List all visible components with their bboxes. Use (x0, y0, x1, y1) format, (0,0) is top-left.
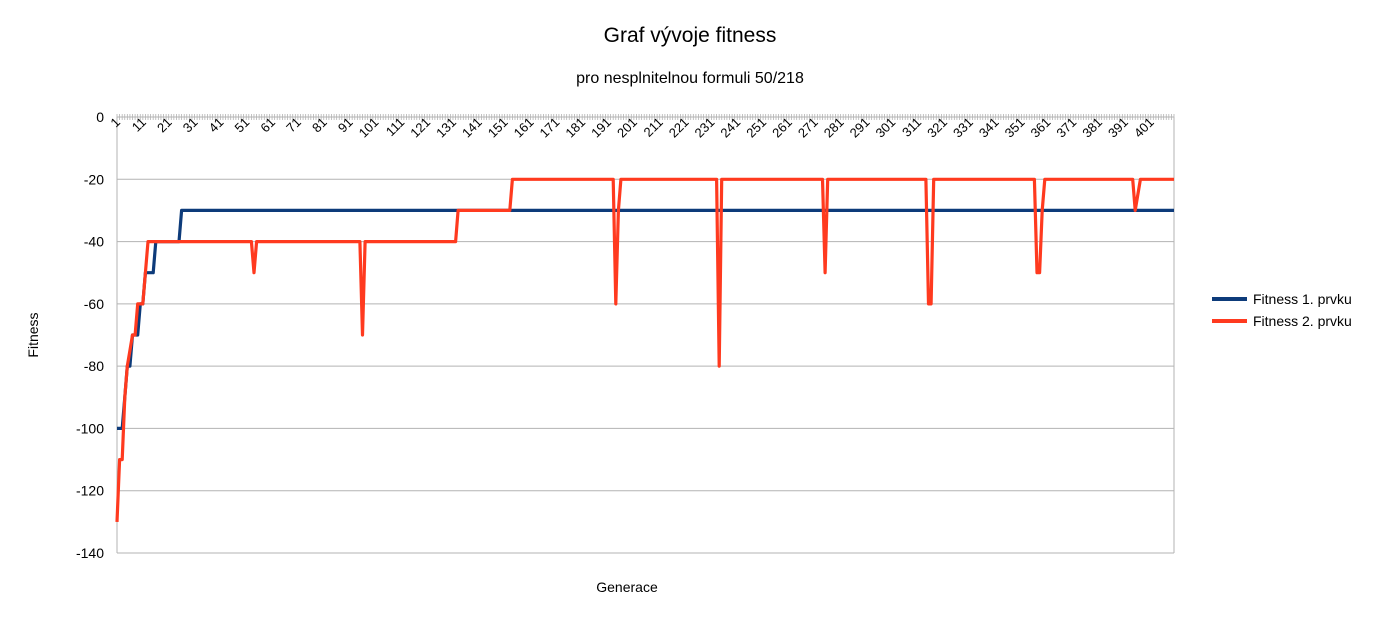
x-tick-label: 91 (335, 115, 356, 136)
series-lines (115, 177, 1174, 522)
y-tick-label: -120 (76, 483, 104, 499)
legend: Fitness 1. prvku Fitness 2. prvku (1212, 288, 1352, 332)
x-tick-label: 61 (257, 115, 278, 136)
x-axis-ticks: 1 11 21 31 41 51 61 71 81 91 101 111 121 131 141 151 161… (107, 114, 1175, 140)
series-line-2 (115, 177, 1174, 522)
gridlines (116, 116, 1175, 554)
y-tick-label: -100 (76, 420, 104, 436)
y-tick-label: -140 (76, 545, 104, 561)
legend-swatch (1212, 319, 1247, 323)
x-tick-label: 81 (309, 115, 330, 136)
x-tick-label: 51 (232, 115, 253, 136)
y-axis-ticks: 0 -20 -40 -60 -80 -100 -120 -140 (76, 109, 104, 561)
x-tick-label: 21 (154, 115, 175, 136)
chart-title: Graf vývoje fitness (603, 24, 777, 47)
y-tick-label: -80 (84, 358, 104, 374)
x-tick-label: 31 (180, 115, 201, 136)
y-tick-label: -40 (84, 234, 104, 250)
legend-swatch (1212, 297, 1247, 301)
y-axis-label: Fitness (25, 312, 41, 357)
legend-label: Fitness 2. prvku (1253, 313, 1352, 329)
y-tick-label: 0 (96, 109, 104, 125)
y-tick-label: -20 (84, 171, 104, 187)
x-tick-label: 71 (283, 115, 304, 136)
legend-item-2: Fitness 2. prvku (1212, 310, 1352, 332)
legend-label: Fitness 1. prvku (1253, 291, 1352, 307)
chart-subtitle: pro nesplnitelnou formuli 50/218 (576, 70, 804, 87)
x-tick-label: 41 (206, 115, 227, 136)
x-tick-label: 11 (129, 115, 149, 135)
legend-item-1: Fitness 1. prvku (1212, 288, 1352, 310)
x-axis-label: Generace (596, 579, 658, 595)
y-tick-label: -60 (84, 296, 104, 312)
